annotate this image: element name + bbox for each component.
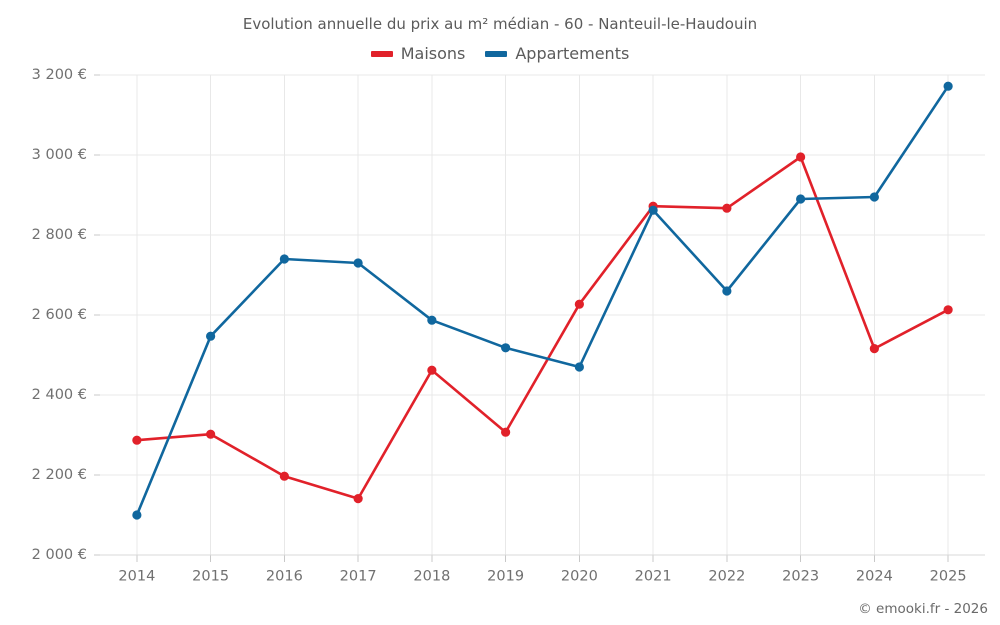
data-point-maisons-2025[interactable]: 2025 — Maisons : 2613 € [943,305,953,315]
chart-legend: Maisons Appartements [0,44,1000,63]
data-point-appartements-2016[interactable]: 2016 — Appartements : 2740 € [279,254,289,264]
legend-swatch-maisons [370,50,393,57]
x-tick-label: 2021 [635,569,672,585]
data-point-maisons-2014[interactable]: 2014 — Maisons : 2287 € [132,435,142,445]
x-tick-label: 2018 [413,569,450,585]
x-tick-label: 2017 [340,569,377,585]
x-tick-label: 2025 [930,569,967,585]
y-tick-label: 3 000 € [32,147,87,163]
data-point-maisons-2018[interactable]: 2018 — Maisons : 2462 € [427,365,437,375]
data-point-maisons-2024[interactable]: 2024 — Maisons : 2516 € [869,344,879,354]
series-line-maisons [135,155,950,500]
data-point-appartements-2024[interactable]: 2024 — Appartements : 2895 € [869,192,879,202]
data-point-maisons-2017[interactable]: 2017 — Maisons : 2141 € [353,494,363,504]
y-tick-label: 2 800 € [32,227,87,243]
y-tick-label: 2 200 € [32,467,87,483]
x-tick-label: 2015 [192,569,229,585]
x-tick-label: 2020 [561,569,598,585]
data-point-maisons-2019[interactable]: 2019 — Maisons : 2307 € [501,427,511,437]
data-point-maisons-2015[interactable]: 2015 — Maisons : 2302 € [206,429,216,439]
data-point-maisons-2016[interactable]: 2016 — Maisons : 2197 € [279,471,289,481]
y-tick-label: 3 200 € [32,67,87,83]
data-point-maisons-2020[interactable]: 2020 — Maisons : 2627 € [574,299,584,309]
legend-label-maisons: Maisons [400,44,466,63]
legend-item-appartements[interactable]: Appartements [485,44,629,63]
x-tick-label: 2019 [487,569,524,585]
data-point-appartements-2019[interactable]: 2019 — Appartements : 2518 € [501,343,511,353]
x-tick-label: 2022 [708,569,745,585]
data-point-appartements-2023[interactable]: 2023 — Appartements : 2890 € [796,194,806,204]
data-point-appartements-2017[interactable]: 2017 — Appartements : 2730 € [353,258,363,268]
data-point-appartements-2015[interactable]: 2015 — Appartements : 2547 € [206,331,216,341]
x-tick-label: 2016 [266,569,303,585]
data-point-appartements-2018[interactable]: 2018 — Appartements : 2587 € [427,315,437,325]
legend-swatch-appartements [485,50,508,57]
y-tick-label: 2 000 € [32,547,87,563]
data-point-appartements-2021[interactable]: 2021 — Appartements : 2862 € [648,205,658,215]
chart-title: Evolution annuelle du prix au m² médian … [242,15,758,33]
series-line-appartements [135,84,950,517]
y-tick-label: 2 600 € [32,307,87,323]
legend-label-appartements: Appartements [515,44,630,63]
data-point-maisons-2023[interactable]: 2023 — Maisons : 2995 € [796,152,806,162]
data-point-maisons-2022[interactable]: 2022 — Maisons : 2867 € [722,203,732,213]
x-tick-label: 2014 [118,569,155,585]
data-point-appartements-2020[interactable]: 2020 — Appartements : 2470 € [574,362,584,372]
legend-item-maisons[interactable]: Maisons [370,44,466,63]
x-tick-label: 2023 [782,569,819,585]
data-point-appartements-2022[interactable]: 2022 — Appartements : 2660 € [722,286,732,296]
x-tick-label: 2024 [856,569,893,585]
copyright-credit: © emooki.fr - 2026 [858,601,988,617]
y-tick-label: 2 400 € [32,387,87,403]
data-point-appartements-2014[interactable]: 2014 — Appartements : 2100 € [132,510,142,520]
data-point-appartements-2025[interactable]: 2025 — Appartements : 3172 € [943,81,953,91]
